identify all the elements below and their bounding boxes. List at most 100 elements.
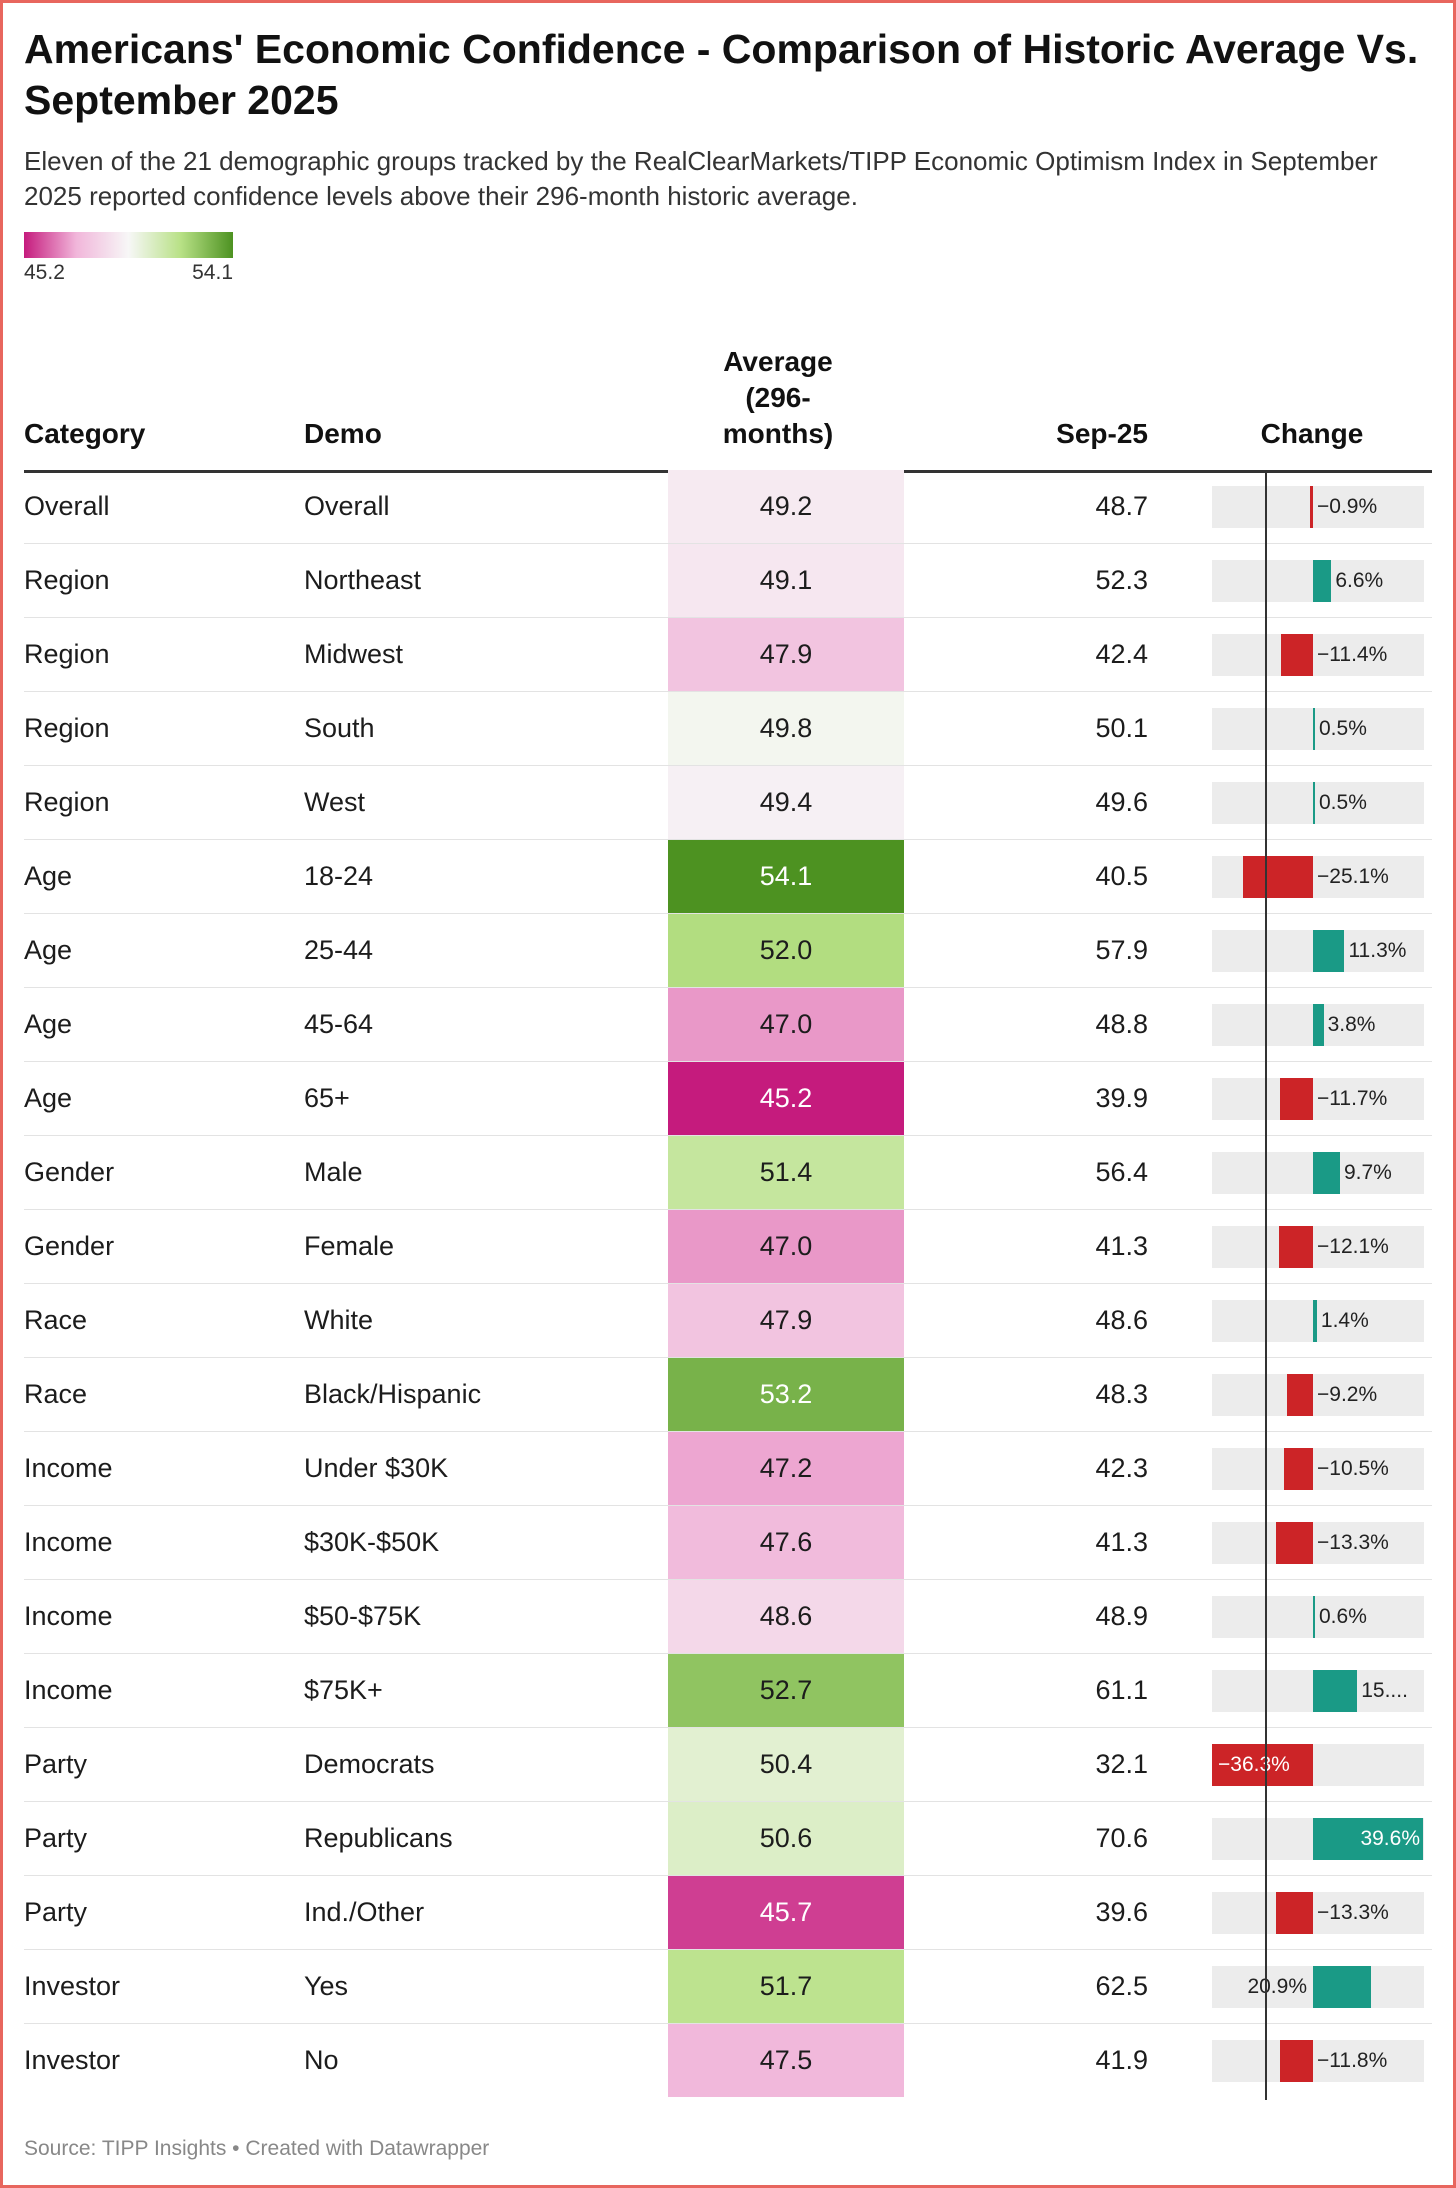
change-label: 15....	[1361, 1679, 1408, 1702]
cell-demo: $75K+	[304, 1675, 383, 1705]
change-bar	[1313, 1004, 1324, 1046]
cell-category: Income	[24, 1453, 113, 1483]
cell-category: Gender	[24, 1231, 115, 1261]
header-average[interactable]: Average (296-months)	[722, 346, 834, 449]
table-row: Income Under $30K 47.2 42.3 −10.5%	[24, 1432, 1432, 1506]
table-body: Overall Overall 49.2 48.7 −0.9% Region Northea…	[24, 470, 1432, 2098]
cell-category: Party	[24, 1749, 88, 1779]
cell-change: −36.3%	[1188, 1728, 1436, 1801]
change-label: 1.4%	[1320, 1309, 1369, 1332]
change-label: −13.3%	[1317, 1531, 1389, 1554]
cell-category: Region	[24, 713, 110, 743]
table-row: Race White 47.9 48.6 1.4%	[24, 1284, 1432, 1358]
cell-sep25: 48.9	[1095, 1601, 1148, 1631]
change-bar-track: −10.5%	[1212, 1448, 1424, 1490]
change-label: −0.9%	[1317, 495, 1378, 518]
header-change[interactable]: Change	[1260, 418, 1364, 449]
cell-average: 48.6	[668, 1580, 904, 1653]
cell-change: −12.1%	[1188, 1210, 1436, 1283]
table-row: Party Democrats 50.4 32.1 −36.3%	[24, 1728, 1432, 1802]
cell-change: 1.4%	[1188, 1284, 1436, 1357]
table-row: Income $30K-$50K 47.6 41.3 −13.3%	[24, 1506, 1432, 1580]
change-bar-track: −0.9%	[1212, 486, 1424, 528]
cell-change: −10.5%	[1188, 1432, 1436, 1505]
cell-category: Region	[24, 639, 110, 669]
color-legend: 45.2 54.1	[24, 232, 233, 284]
change-bar	[1313, 560, 1332, 602]
change-label: 0.6%	[1319, 1605, 1367, 1628]
change-bar	[1280, 1078, 1313, 1120]
cell-demo: $30K-$50K	[304, 1527, 440, 1557]
cell-demo: Male	[304, 1157, 363, 1187]
cell-demo: White	[304, 1305, 374, 1335]
cell-change: 9.7%	[1188, 1136, 1436, 1209]
table-row: Region South 49.8 50.1 0.5%	[24, 692, 1432, 766]
cell-change: −11.8%	[1188, 2024, 1436, 2097]
change-label: −10.5%	[1317, 1457, 1389, 1480]
cell-category: Age	[24, 1009, 73, 1039]
cell-average: 45.2	[668, 1062, 904, 1135]
cell-change: 20.9%	[1188, 1950, 1436, 2023]
change-bar-track: 11.3%	[1212, 930, 1424, 972]
change-bar	[1310, 486, 1313, 528]
legend-min-label: 45.2	[24, 261, 65, 284]
header-category[interactable]: Category	[24, 418, 146, 449]
change-label: 39.6%	[1360, 1827, 1420, 1850]
table-row: Region West 49.4 49.6 0.5%	[24, 766, 1432, 840]
cell-demo: Under $30K	[304, 1453, 449, 1483]
cell-sep25: 42.3	[1095, 1453, 1148, 1483]
cell-demo: West	[304, 787, 366, 817]
chart-title: Americans' Economic Confidence - Compari…	[24, 26, 1419, 123]
cell-category: Party	[24, 1823, 88, 1853]
header-demo[interactable]: Demo	[304, 418, 382, 449]
cell-demo: Democrats	[304, 1749, 435, 1779]
cell-category: Race	[24, 1305, 88, 1335]
cell-sep25: 41.3	[1095, 1527, 1148, 1557]
change-label: −25.1%	[1317, 865, 1389, 888]
change-bar	[1313, 1670, 1358, 1712]
cell-sep25: 70.6	[1095, 1823, 1148, 1853]
cell-average: 49.1	[668, 544, 904, 617]
legend-max-label: 54.1	[192, 261, 233, 284]
cell-demo: 45-64	[304, 1009, 374, 1039]
cell-change: 11.3%	[1188, 914, 1436, 987]
cell-sep25: 62.5	[1095, 1971, 1148, 2001]
table-row: Age 25-44 52.0 57.9 11.3%	[24, 914, 1432, 988]
change-bar	[1275, 1522, 1313, 1564]
cell-change: −11.7%	[1188, 1062, 1436, 1135]
cell-demo: 65+	[304, 1083, 350, 1113]
cell-change: 3.8%	[1188, 988, 1436, 1061]
cell-demo: Yes	[304, 1971, 349, 2001]
cell-change: 39.6%	[1188, 1802, 1436, 1875]
cell-demo: Northeast	[304, 565, 422, 595]
cell-average: 45.7	[668, 1876, 904, 1949]
cell-average: 47.9	[668, 1284, 904, 1357]
cell-average: 50.6	[668, 1802, 904, 1875]
change-label: 11.3%	[1348, 939, 1407, 962]
cell-average: 49.2	[668, 470, 904, 543]
change-label: −13.3%	[1317, 1901, 1389, 1924]
cell-category: Income	[24, 1527, 113, 1557]
change-bar-track: 0.5%	[1212, 708, 1424, 750]
table-row: Region Northeast 49.1 52.3 6.6%	[24, 544, 1432, 618]
cell-average: 53.2	[668, 1358, 904, 1431]
change-bar	[1313, 1300, 1317, 1342]
cell-sep25: 57.9	[1095, 935, 1148, 965]
table-row: Investor Yes 51.7 62.5 20.9%	[24, 1950, 1432, 2024]
change-label: 3.8%	[1327, 1013, 1376, 1036]
cell-average: 47.6	[668, 1506, 904, 1579]
cell-average: 47.2	[668, 1432, 904, 1505]
table-row: Age 45-64 47.0 48.8 3.8%	[24, 988, 1432, 1062]
change-label: −36.3%	[1218, 1753, 1290, 1776]
cell-average: 52.7	[668, 1654, 904, 1727]
table-row: Age 65+ 45.2 39.9 −11.7%	[24, 1062, 1432, 1136]
cell-category: Age	[24, 935, 73, 965]
header-sep25[interactable]: Sep-25	[1056, 418, 1148, 449]
change-label: 6.6%	[1335, 569, 1384, 592]
change-zero-line	[1265, 470, 1267, 2100]
change-bar	[1287, 1374, 1313, 1416]
cell-sep25: 40.5	[1095, 861, 1148, 891]
cell-category: Investor	[24, 2045, 121, 2075]
cell-demo: Ind./Other	[304, 1897, 425, 1927]
